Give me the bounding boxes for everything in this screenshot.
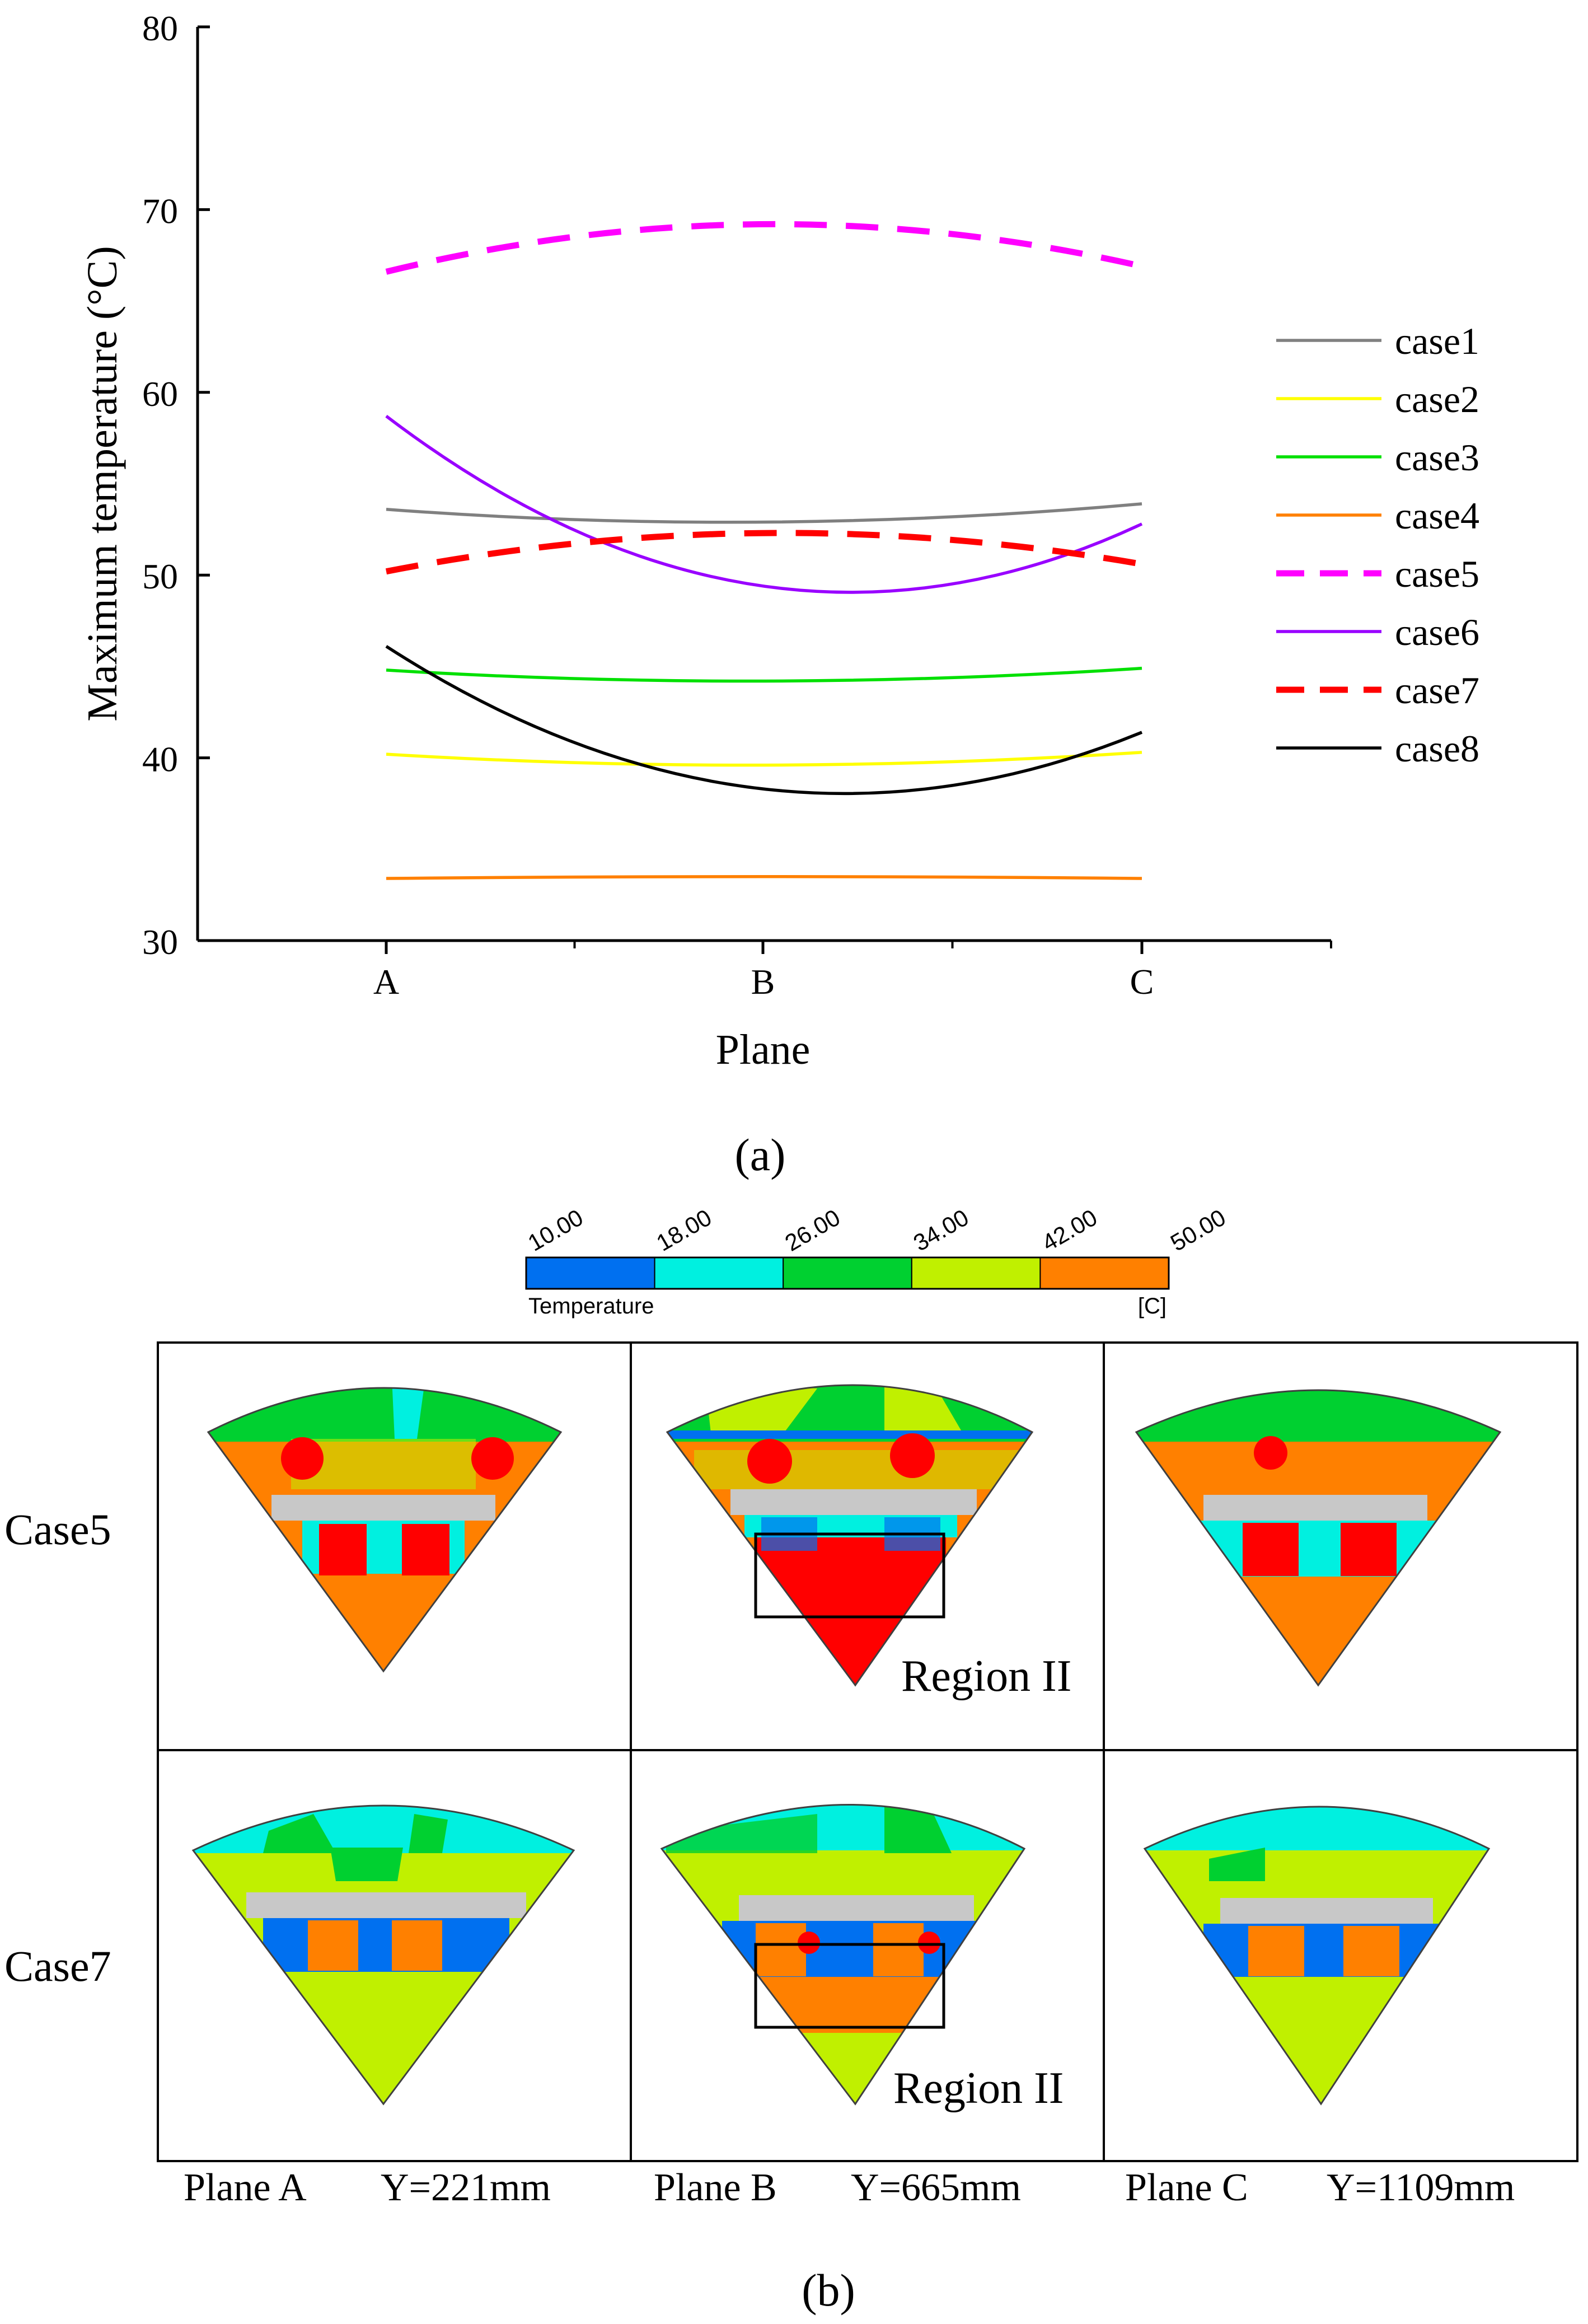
legend-label-case3: case3 — [1395, 436, 1479, 479]
contour-panel-grid — [157, 1341, 1578, 2162]
series-line-case2 — [386, 751, 1142, 767]
plane-y-b: Y=665mm — [851, 2166, 1021, 2209]
colorbar-cells — [526, 1257, 1170, 1289]
legend-label-case8: case8 — [1395, 727, 1479, 770]
contour-case7-plane-a — [191, 1804, 575, 2106]
contour-case7-plane-c — [1143, 1806, 1491, 2106]
caption-a: (a) — [734, 1129, 785, 1180]
plane-label-b: Plane B — [654, 2166, 777, 2209]
plane-y-c: Y=1109mm — [1327, 2166, 1515, 2209]
colorbar-cell — [526, 1257, 655, 1289]
x-tick-label: B — [751, 962, 775, 1002]
caption-b: (b) — [802, 2265, 855, 2316]
contour-case5-plane-b — [666, 1384, 1034, 1687]
colorbar-labels: 10.00 18.00 26.00 34.00 42.00 50.00 — [523, 1204, 1230, 1256]
colorbar: 10.00 18.00 26.00 34.00 42.00 50.00 Temperatu… — [523, 1204, 1230, 1318]
series-lines — [385, 221, 1143, 880]
plane-label-a: Plane A — [184, 2166, 307, 2209]
colorbar-unit: [C] — [1138, 1294, 1167, 1318]
series-line-case5 — [385, 221, 1143, 275]
y-ticks: 30 40 50 60 70 80 — [142, 8, 210, 962]
colorbar-cell — [654, 1257, 784, 1289]
row-label-case7: Case7 — [4, 1942, 111, 1990]
colorbar-title: Temperature — [528, 1294, 654, 1318]
panel-frame — [157, 1341, 1578, 2162]
series-line-case4 — [386, 875, 1142, 880]
y-tick-label: 80 — [142, 8, 178, 48]
y-tick-label: 70 — [142, 191, 178, 231]
colorbar-label: 10.00 — [523, 1204, 588, 1256]
y-tick-label: 30 — [142, 922, 178, 962]
x-axis-label: Plane — [716, 1026, 811, 1073]
region-label-case5: Region II — [901, 1652, 1071, 1701]
plane-label-c: Plane C — [1125, 2166, 1248, 2209]
chart-axes — [196, 27, 1331, 942]
y-tick-label: 40 — [142, 740, 178, 779]
colorbar-cell — [783, 1257, 912, 1289]
plane-y-a: Y=221mm — [381, 2166, 551, 2209]
contour-case5-plane-a — [207, 1387, 563, 1673]
series-line-case3 — [386, 666, 1142, 683]
y-axis-label: Maximum temperature (°C) — [79, 246, 126, 721]
colorbar-label: 34.00 — [909, 1204, 973, 1256]
colorbar-label: 26.00 — [780, 1204, 845, 1256]
colorbar-cell — [911, 1257, 1041, 1289]
colorbar-label: 18.00 — [652, 1204, 716, 1256]
x-tick-label: A — [373, 962, 399, 1002]
series-line-case8 — [385, 645, 1143, 796]
legend-label-case4: case4 — [1395, 494, 1479, 537]
y-tick-label: 50 — [142, 557, 178, 596]
contour-case5-plane-c — [1135, 1389, 1502, 1687]
legend-label-case2: case2 — [1395, 378, 1479, 420]
region-box-case5 — [754, 1532, 945, 1619]
x-tick-label: C — [1130, 962, 1154, 1002]
colorbar-label: 50.00 — [1166, 1204, 1230, 1256]
legend-label-case7: case7 — [1395, 669, 1479, 712]
line-chart: 30 40 50 60 70 80 A B C Maximum temperature (°C… — [79, 8, 1479, 1073]
colorbar-cell — [1039, 1257, 1170, 1289]
legend-label-case6: case6 — [1395, 611, 1479, 653]
series-line-case1 — [386, 502, 1142, 524]
series-line-case6 — [385, 415, 1143, 594]
region-box-case7 — [754, 1943, 945, 2029]
colorbar-label: 42.00 — [1037, 1204, 1102, 1256]
contour-case7-plane-b — [660, 1804, 1026, 2106]
row-label-case5: Case5 — [4, 1505, 111, 1554]
x-ticks: A B C — [373, 941, 1332, 1002]
legend-label-case1: case1 — [1395, 320, 1479, 362]
series-line-case7 — [385, 530, 1142, 575]
colorbar-frame — [525, 1256, 1170, 1290]
y-tick-label: 60 — [142, 374, 178, 414]
region-label-case7: Region II — [893, 2064, 1064, 2113]
chart-legend: case1 case2 case3 case4 case5 case6 case7 case8 — [1276, 320, 1479, 770]
legend-label-case5: case5 — [1395, 553, 1479, 595]
